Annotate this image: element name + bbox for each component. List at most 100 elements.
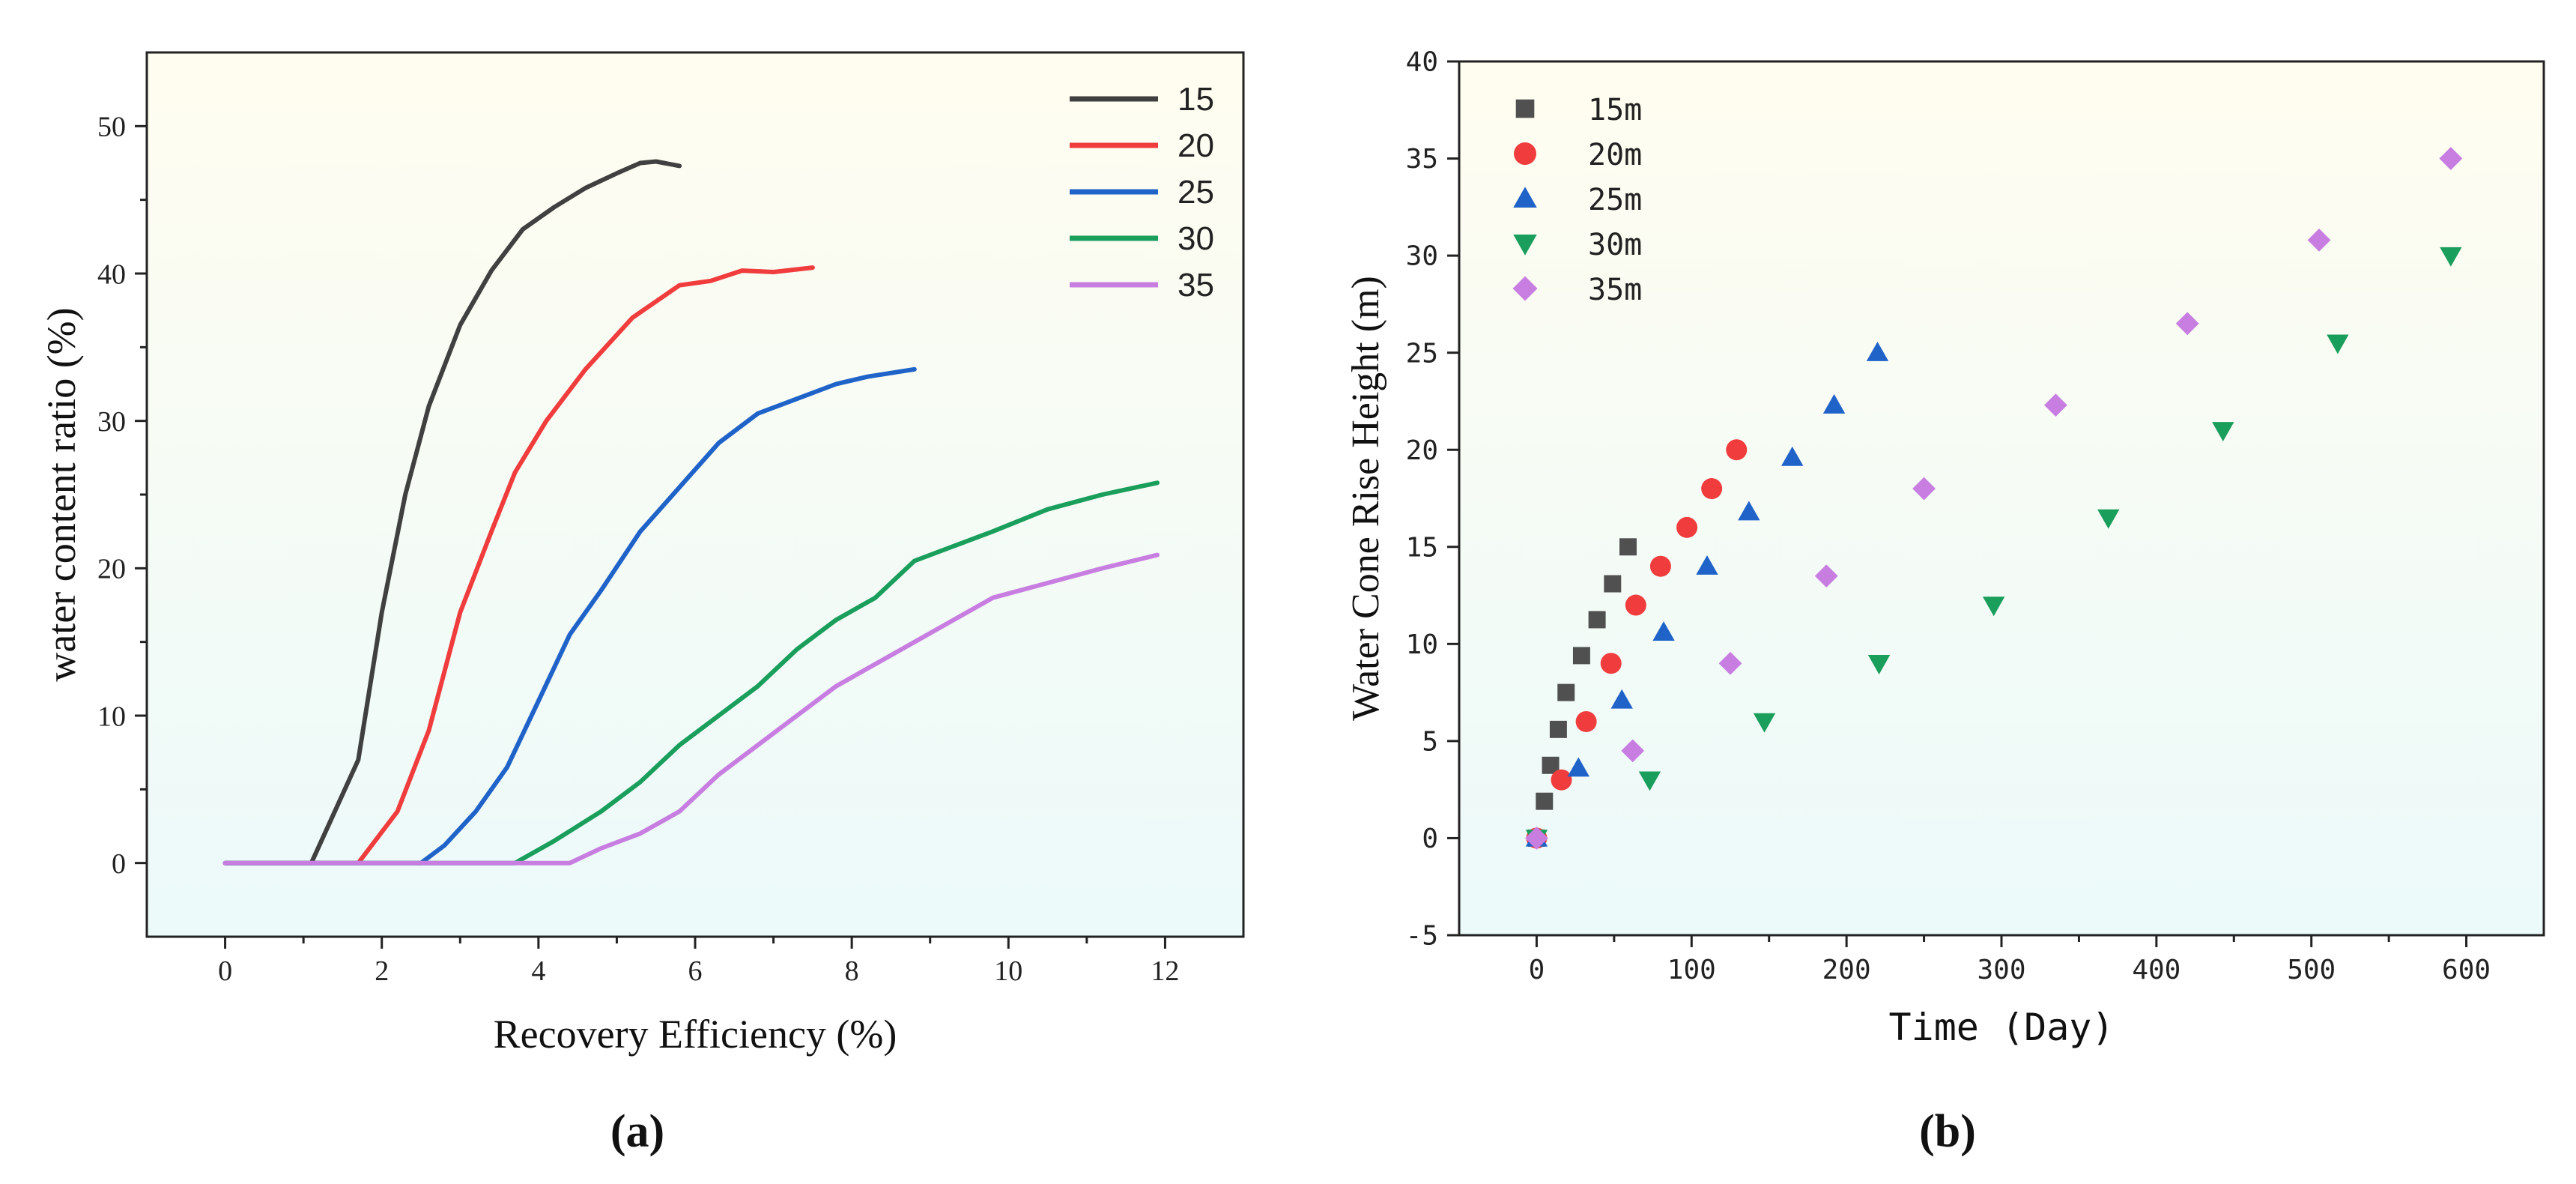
legend-label-30m: 30m: [1588, 228, 1642, 262]
x-tick-label: 400: [2132, 955, 2180, 985]
legend-label-20m: 20m: [1588, 138, 1642, 172]
y-tick-label: 0: [1422, 824, 1438, 854]
data-point-20m: [1575, 710, 1597, 732]
y-tick-label: 10: [97, 701, 126, 732]
data-point-30m: [2097, 509, 2120, 529]
data-point-35m: [1912, 477, 1936, 501]
x-axis-label-b: Time (Day): [1888, 1006, 2114, 1049]
data-point-25m: [1781, 446, 1804, 466]
y-axis-label-b: Water Cone Rise Height (m): [1345, 276, 1387, 721]
y-tick-label: 40: [97, 259, 126, 290]
legend-label-35: 35: [1178, 267, 1214, 303]
series-layer-b: [1525, 147, 2463, 850]
data-point-30m: [1982, 596, 2005, 617]
data-point-15m: [1588, 611, 1606, 629]
data-point-25m: [1567, 757, 1589, 777]
x-tick-label: 100: [1667, 955, 1716, 985]
x-tick-label: 200: [1822, 955, 1871, 985]
data-point-35m: [2439, 147, 2463, 170]
data-point-15m: [1536, 792, 1554, 810]
data-point-35m: [1621, 739, 1645, 763]
legend-b: 15m 20m 25m 30m 35m: [1512, 93, 1642, 307]
x-tick-label: 12: [1151, 955, 1179, 987]
chart-panel-a: 15 20 25 30 35 0 2 4 6 8 10 12 0 10 20 30 40 50 Recover…: [39, 51, 1245, 1157]
data-point-15m: [1604, 575, 1622, 593]
data-point-15m: [1619, 538, 1637, 556]
data-point-25m: [1822, 393, 1846, 414]
legend-marker-30m: [1513, 235, 1537, 256]
series-layer-a: [222, 159, 1160, 866]
y-tick-label: 25: [1406, 338, 1438, 369]
y-axis-label-a: water content ratio (%): [39, 307, 84, 681]
legend-label-15: 15: [1178, 81, 1214, 118]
data-point-35m: [1718, 651, 1742, 675]
legend-label-20: 20: [1178, 127, 1214, 164]
legend-label-15m: 15m: [1588, 93, 1642, 127]
data-point-30m: [1867, 655, 1891, 674]
legend-label-25: 25: [1178, 174, 1214, 211]
data-point-15m: [1549, 720, 1567, 738]
data-point-15m: [1557, 683, 1575, 701]
data-point-20m: [1625, 594, 1646, 616]
data-point-20m: [1676, 516, 1698, 538]
legend-marker-15m: [1515, 99, 1535, 118]
data-point-35m: [2307, 228, 2331, 252]
chart-panel-b: 15m 20m 25m 30m 35m 0 100 200 300 400 500 600 -5 0 5…: [1345, 47, 2545, 1157]
legend-marker-25m: [1513, 187, 1537, 208]
data-point-25m: [1738, 501, 1760, 521]
series-line-20: [222, 265, 815, 866]
data-point-30m: [1638, 771, 1661, 791]
x-tick-label: 0: [1529, 955, 1545, 985]
data-point-25m: [1652, 621, 1675, 641]
y-tick-label: 20: [1406, 435, 1438, 466]
data-point-35m: [1525, 827, 1548, 850]
data-point-15m: [1572, 647, 1590, 665]
x-tick-label: 10: [994, 955, 1022, 987]
y-tick-label: 30: [1406, 241, 1438, 272]
legend-a: 15 20 25 30 35: [1070, 81, 1214, 303]
x-tick-label: 300: [1977, 955, 2025, 985]
x-tick-label: 2: [375, 955, 389, 987]
y-axis-ticks-b: -5 0 5 10 15 20 25 30 35 40: [1406, 47, 1459, 952]
x-tick-label: 4: [531, 955, 545, 987]
y-tick-label: -5: [1406, 921, 1438, 952]
data-point-25m: [1610, 689, 1633, 709]
data-point-35m: [2044, 393, 2067, 417]
y-tick-label: 5: [1422, 726, 1438, 757]
y-axis-ticks-a: 0 10 20 30 40 50: [97, 112, 147, 880]
data-point-20m: [1726, 439, 1748, 461]
legend-label-35m: 35m: [1588, 273, 1642, 307]
x-tick-label: 6: [688, 955, 703, 987]
plot-area-a: [145, 51, 1245, 938]
data-point-20m: [1551, 769, 1572, 791]
panel-label-a: (a): [610, 1106, 664, 1157]
y-tick-label: 15: [1406, 532, 1438, 563]
series-line-15: [222, 159, 682, 866]
series-line-35: [222, 552, 1160, 866]
data-point-35m: [2175, 312, 2199, 336]
x-tick-label: 0: [218, 955, 232, 987]
x-axis-ticks-b: 0 100 200 300 400 500 600: [1529, 935, 2491, 985]
x-tick-label: 500: [2287, 955, 2336, 985]
y-tick-label: 40: [1406, 47, 1438, 78]
y-tick-label: 10: [1406, 629, 1438, 660]
y-tick-label: 35: [1406, 144, 1438, 175]
x-axis-ticks-a: 0 2 4 6 8 10 12: [218, 937, 1179, 987]
data-point-20m: [1649, 555, 1671, 577]
y-tick-label: 30: [97, 406, 126, 438]
data-point-30m: [2327, 334, 2349, 354]
data-point-20m: [1701, 478, 1723, 500]
data-point-30m: [2440, 247, 2462, 267]
x-axis-label-a: Recovery Efficiency (%): [494, 1012, 897, 1057]
legend-label-30: 30: [1178, 220, 1214, 257]
data-point-25m: [1696, 555, 1718, 575]
data-point-30m: [2212, 422, 2234, 442]
series-line-30: [222, 480, 1160, 866]
legend-marker-20m: [1514, 142, 1536, 165]
data-point-30m: [1753, 713, 1776, 733]
y-tick-label: 50: [97, 112, 126, 143]
plot-area-b: [1458, 60, 2545, 937]
legend-marker-35m: [1512, 276, 1538, 301]
y-tick-label: 0: [112, 848, 126, 880]
